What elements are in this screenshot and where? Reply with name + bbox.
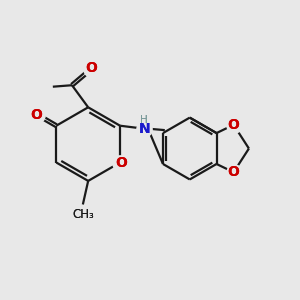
Text: N: N bbox=[138, 122, 150, 136]
Text: N: N bbox=[138, 122, 150, 136]
Text: O: O bbox=[116, 155, 128, 170]
Text: O: O bbox=[30, 108, 42, 122]
Text: O: O bbox=[116, 155, 128, 170]
Text: O: O bbox=[228, 165, 239, 179]
Text: O: O bbox=[85, 61, 97, 75]
Text: O: O bbox=[228, 165, 239, 179]
Text: O: O bbox=[228, 118, 239, 132]
Text: O: O bbox=[228, 118, 239, 132]
Text: O: O bbox=[30, 108, 42, 122]
Text: H: H bbox=[140, 116, 148, 125]
Text: H: H bbox=[140, 116, 148, 125]
Text: CH₃: CH₃ bbox=[72, 208, 94, 221]
Text: O: O bbox=[85, 61, 97, 75]
Text: CH₃: CH₃ bbox=[72, 208, 94, 221]
